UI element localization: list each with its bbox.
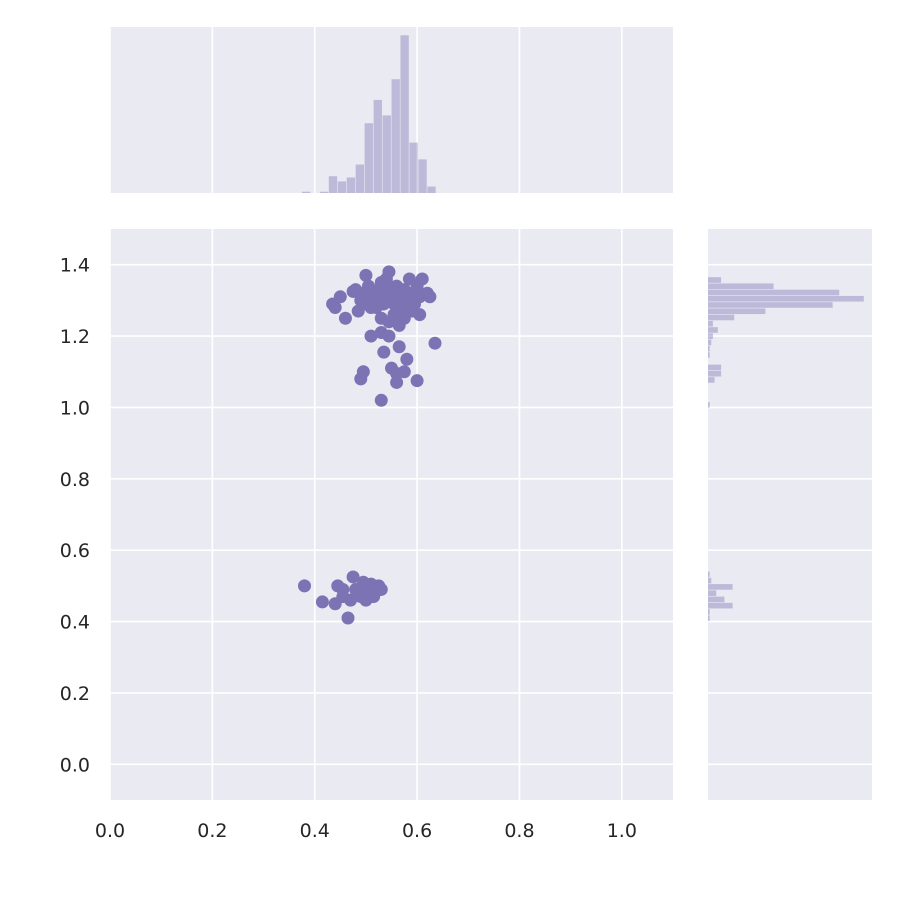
y-histogram-bar [708,370,722,377]
y-histogram-bar [708,571,710,578]
x-histogram-bar [400,35,409,193]
top-histogram-background [110,27,673,193]
y-histogram-bar [708,308,766,315]
y-histogram-bar [708,609,710,615]
scatter-point [359,586,373,600]
y-tick-label: 0.2 [60,683,90,705]
scatter-point [341,611,355,625]
y-histogram-bar [708,596,725,603]
scatter-point [377,345,391,359]
scatter-point [377,286,391,300]
scatter-point [395,286,409,300]
y-histogram-bar [708,615,710,621]
y-histogram-bar [708,327,718,333]
scatter-point [428,336,442,350]
x-tick-label: 1.0 [607,820,637,842]
scatter-point [400,352,414,366]
scatter-plot-area: 0.0 0.2 0.4 0.6 0.8 1.0 0.0 0.2 0.4 0.6 0.8 1.0 1.2 1… [60,229,673,842]
y-tick-label: 0.0 [60,754,90,776]
y-histogram-bar [708,314,735,321]
y-tick-label: 0.6 [60,540,90,562]
y-tick-label: 1.2 [60,326,90,348]
scatter-point [346,570,360,584]
right-histogram-background [708,229,872,800]
x-marginal-histogram [109,27,673,193]
y-histogram-bar [708,402,710,408]
scatter-point [328,301,342,315]
scatter-point [364,329,378,343]
scatter-point [397,365,411,379]
y-histogram-bar [708,283,774,290]
scatter-point [361,279,375,293]
y-histogram-bar [708,590,717,596]
y-tick-label: 1.4 [60,255,90,277]
scatter-point [405,304,419,318]
y-tick-label: 0.4 [60,612,90,634]
scatter-point [336,590,350,604]
y-histogram-bar [708,584,733,590]
x-histogram-bar [346,177,356,193]
scatter-point [390,375,404,389]
scatter-point [423,290,437,304]
y-histogram-bar [708,352,710,358]
x-tick-label: 0.0 [95,820,125,842]
x-histogram-bar [391,79,400,193]
y-histogram-bar [708,295,864,302]
y-histogram-bar [708,577,712,584]
y-tick-label: 0.8 [60,469,90,491]
scatter-point [359,268,373,282]
x-histogram-bar [337,181,347,193]
y-marginal-histogram [708,229,872,800]
x-histogram-bar [364,123,373,193]
scatter-point [374,582,388,596]
x-histogram-bar [418,159,427,193]
scatter-point [315,595,329,609]
y-histogram-bar [708,302,833,308]
scatter-point [410,374,424,388]
x-tick-label: 0.8 [504,820,534,842]
scatter-point [382,329,396,343]
x-histogram-bar [355,164,365,193]
y-histogram-bar [708,339,712,346]
scatter-point [392,340,406,354]
y-tick-label: 1.0 [60,397,90,419]
y-histogram-bar [708,333,713,340]
scatter-point [333,290,347,304]
scatter-point [369,301,383,315]
x-tick-label: 0.6 [402,820,432,842]
y-histogram-bar [708,277,722,283]
scatter-point [359,297,373,311]
y-histogram-bar [708,345,710,352]
x-histogram-bar [409,142,418,193]
x-histogram-bar [301,191,311,193]
x-histogram-bar [328,176,338,193]
x-histogram-bar [319,191,329,193]
x-tick-label: 0.2 [197,820,227,842]
x-tick-label: 0.4 [300,820,330,842]
y-histogram-bar [708,364,722,371]
y-histogram-bar [708,320,713,327]
y-histogram-bar [708,377,715,383]
x-histogram-bar [373,99,382,193]
scatter-point [382,265,396,279]
scatter-point [338,311,352,325]
y-histogram-bar [708,602,733,609]
scatter-point [387,308,401,322]
x-histogram-bar [382,115,391,193]
scatter-point [354,372,368,386]
scatter-point [374,393,388,407]
x-histogram-bar [427,186,436,193]
y-histogram-bar [708,289,840,296]
scatter-point [297,579,311,593]
scatter-point [415,272,429,286]
